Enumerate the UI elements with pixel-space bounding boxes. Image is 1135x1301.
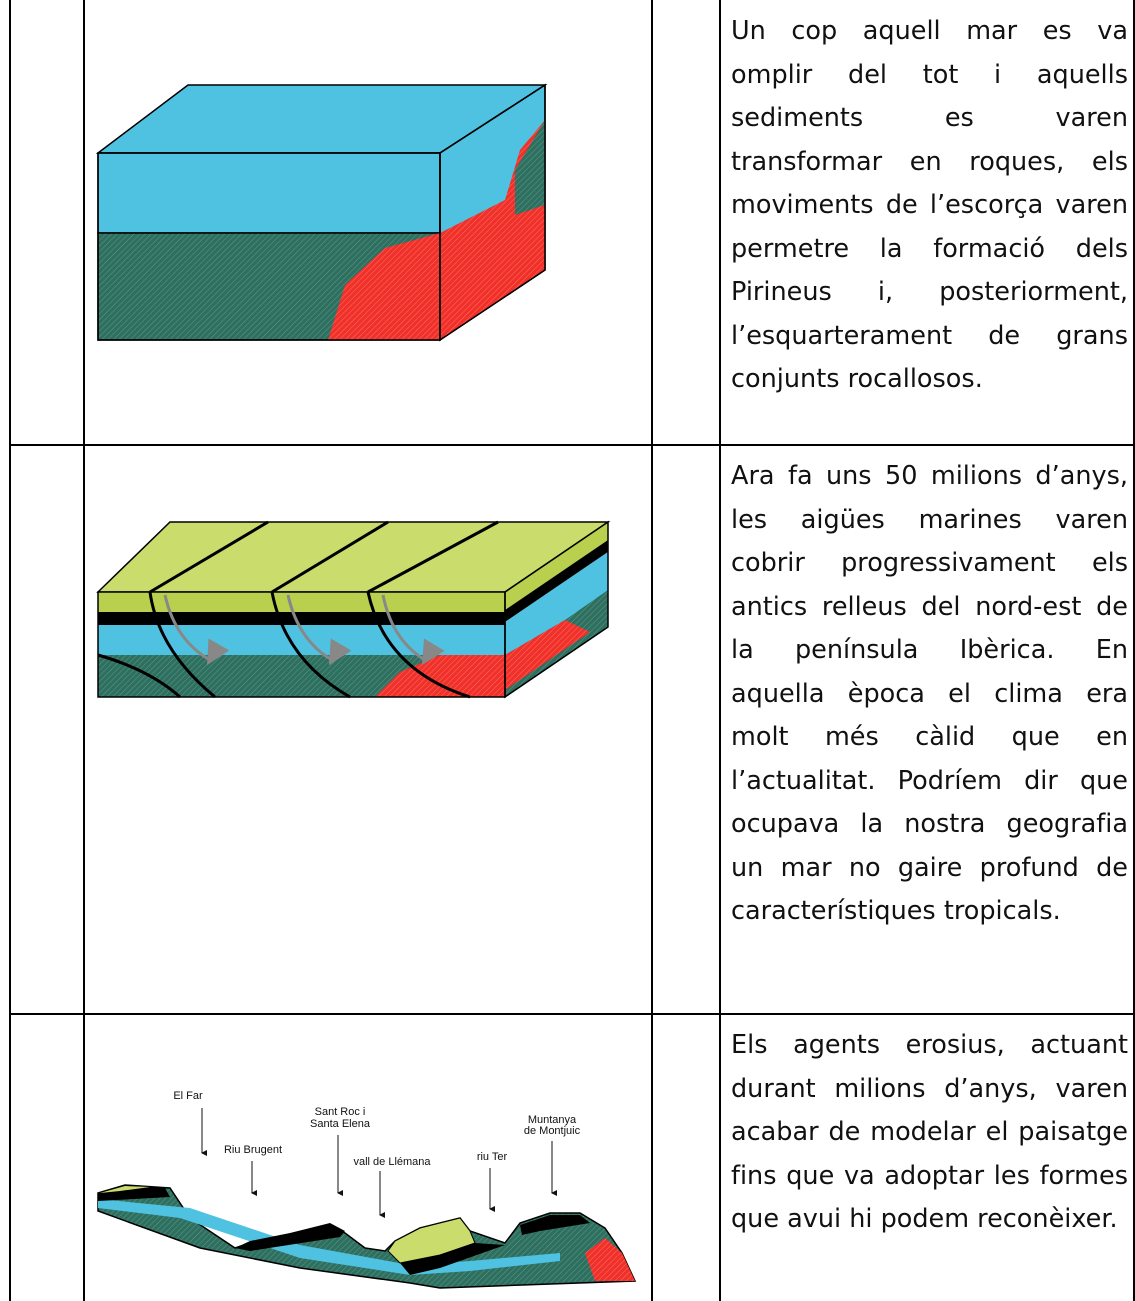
table-border [1133,0,1135,1301]
cell-text: Ara fa uns 50 milions d’anys, les aigües… [731,461,1128,926]
diagram-label: de Montjuic [524,1125,581,1137]
diagram-label: Muntanya [528,1114,577,1126]
diagram-label: Riu Brugent [224,1144,282,1156]
diagram-label: Sant Roc i [315,1106,366,1118]
table-border [83,0,85,1301]
diagram-label: Santa Elena [310,1118,371,1130]
block-diagram [95,83,548,342]
cell-text: Els agents erosius, actuant durant milio… [731,1030,1128,1234]
diagram-label: El Far [173,1090,203,1102]
profile-diagram: El Far Riu Brugent Sant Roc i Santa Elen… [97,1090,637,1289]
cell-text: Un cop aquell mar es va omplir del tot i… [731,16,1128,394]
diagram-label: vall de Llémana [353,1156,431,1168]
diagram-label: riu Ter [477,1151,508,1163]
table-border [719,0,721,1301]
table-border [9,444,1135,446]
table-border [9,1013,1135,1015]
block-diagram [96,520,611,699]
table-border [651,0,653,1301]
table-border [9,0,11,1301]
